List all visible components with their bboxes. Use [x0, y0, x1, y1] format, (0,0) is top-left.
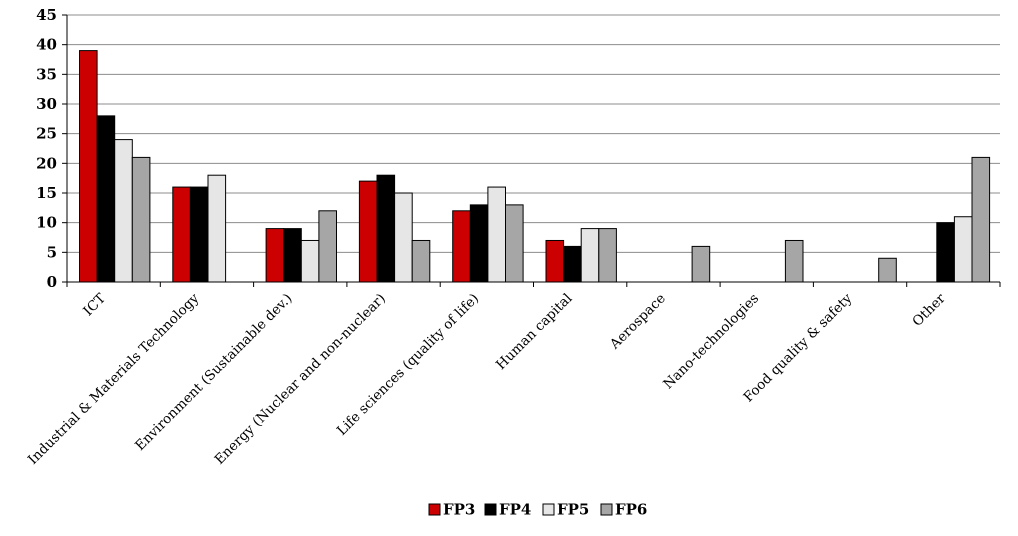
- bar-fp6-energy-nuclear-and-non-nuclear: [411, 239, 431, 283]
- y-tick-labels: 0 5 10 15 20 25 30 35 40 45: [36, 6, 57, 291]
- bars: [79, 50, 991, 283]
- y-tick-label: 0: [47, 273, 57, 291]
- legend-label-fp6: FP6: [615, 501, 647, 519]
- bar-fp5-environment-sustainable-dev: [300, 239, 320, 283]
- legend-swatch-fp3: [428, 503, 441, 516]
- bar-fp6-life-sciences-quality-of-life: [505, 204, 524, 283]
- bar-fp3-environment-sustainable-dev: [265, 228, 285, 283]
- bar-fp5-life-sciences-quality-of-life: [487, 186, 506, 283]
- x-category-label-industrial-materials-technology: Industrial & Materials Technology: [25, 290, 203, 468]
- legend-swatch-fp5: [542, 503, 555, 516]
- legend-label-fp5: FP5: [557, 501, 589, 519]
- y-tick-label: 45: [36, 6, 57, 24]
- x-category-label-nano-technologies: Nano-technologies: [660, 290, 762, 392]
- bar-fp4-other: [936, 222, 955, 283]
- legend: FP3 FP4 FP5 FP6: [428, 501, 647, 519]
- bar-fp4-industrial-materials-technology: [189, 186, 209, 283]
- x-category-label-environment-sustainable-dev: Environment (Sustainable dev.): [132, 291, 295, 454]
- legend-label-fp4: FP4: [499, 501, 531, 519]
- x-category-label-human-capital: Human capital: [493, 291, 575, 373]
- legend-swatch-fp6: [600, 503, 613, 516]
- bar-fp6-nano-technologies: [784, 239, 804, 283]
- bar-fp6-food-quality-safety: [878, 257, 897, 283]
- legend-label-fp3: FP3: [443, 501, 475, 519]
- x-category-label-food-quality-safety: Food quality & safety: [740, 290, 855, 405]
- bar-fp4-life-sciences-quality-of-life: [469, 204, 489, 283]
- x-category-label-other: Other: [909, 290, 949, 330]
- y-tick-label: 20: [36, 154, 57, 172]
- bar-fp3-industrial-materials-technology: [172, 186, 191, 283]
- bar-fp6-other: [971, 156, 991, 283]
- y-tick-label: 35: [36, 65, 57, 83]
- bar-fp4-human-capital: [563, 245, 582, 283]
- bar-fp5-industrial-materials-technology: [207, 174, 227, 283]
- bar-fp5-energy-nuclear-and-non-nuclear: [394, 192, 413, 283]
- bar-fp5-ict: [114, 139, 133, 283]
- bar-fp4-energy-nuclear-and-non-nuclear: [376, 174, 396, 283]
- y-tick-label: 15: [36, 184, 57, 202]
- bar-fp6-environment-sustainable-dev: [318, 210, 337, 283]
- x-category-label-aerospace: Aerospace: [606, 291, 669, 354]
- bar-fp3-ict: [79, 50, 98, 283]
- legend-swatch-fp4: [484, 503, 497, 516]
- bar-fp5-human-capital: [580, 228, 600, 283]
- y-tick-label: 25: [36, 125, 57, 143]
- y-tick-label: 10: [36, 214, 57, 232]
- bar-fp5-other: [953, 216, 973, 283]
- bar-fp3-energy-nuclear-and-non-nuclear: [358, 180, 378, 283]
- bar-fp6-ict: [131, 156, 151, 283]
- bar-fp3-life-sciences-quality-of-life: [452, 210, 471, 283]
- axes: [62, 14, 1001, 287]
- bar-fp6-aerospace: [691, 245, 711, 283]
- bar-fp4-environment-sustainable-dev: [283, 228, 302, 283]
- x-category-label-ict: ICT: [80, 291, 109, 320]
- bar-fp4-ict: [96, 115, 116, 283]
- y-tick-label: 5: [47, 243, 57, 261]
- x-category-label-energy-nuclear-and-non-nuclear: Energy (Nuclear and non-nuclear): [212, 291, 389, 468]
- y-tick-label: 30: [36, 95, 57, 113]
- bar-fp3-human-capital: [545, 239, 565, 283]
- bar-fp6-human-capital: [598, 228, 617, 283]
- y-tick-label: 40: [36, 36, 57, 54]
